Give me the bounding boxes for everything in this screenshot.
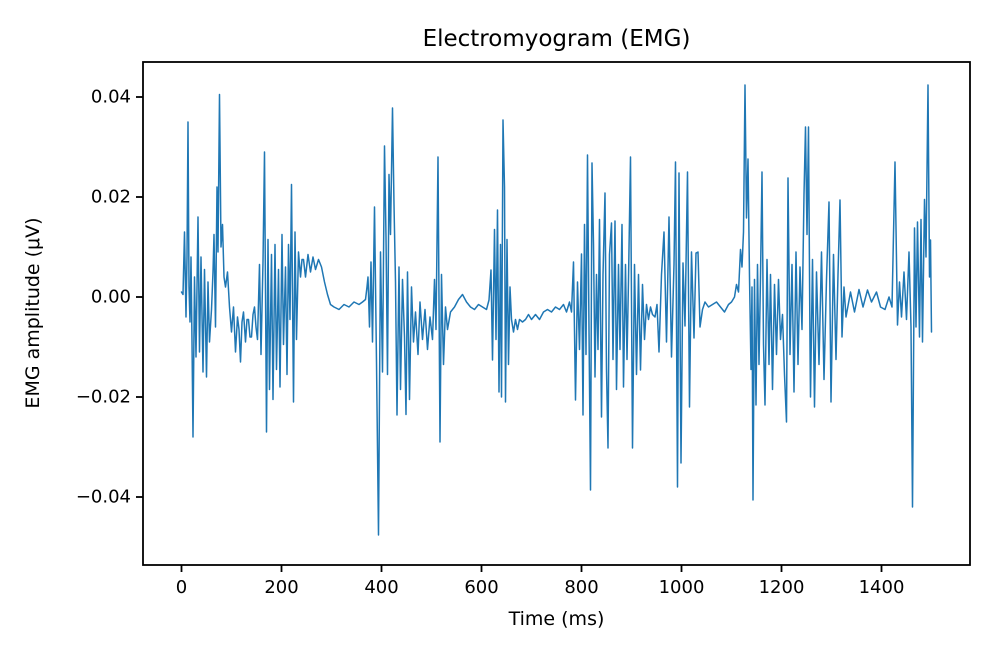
emg-line bbox=[180, 84, 933, 536]
chart-title: Electromyogram (EMG) bbox=[422, 26, 691, 52]
y-tick-label: 0.04 bbox=[90, 86, 131, 108]
x-tick-label: 1400 bbox=[858, 577, 905, 598]
y-tick-label: 0.02 bbox=[90, 186, 131, 208]
tick-marks bbox=[136, 96, 883, 572]
axes-spines bbox=[142, 61, 971, 566]
x-tick-label: 800 bbox=[564, 577, 599, 598]
y-tick-label: −0.02 bbox=[75, 386, 131, 408]
x-axis-label: Time (ms) bbox=[508, 608, 605, 630]
y-tick-label: 0.00 bbox=[90, 286, 131, 308]
x-tick-label: 600 bbox=[464, 577, 499, 598]
x-tick-label: 1000 bbox=[658, 577, 705, 598]
x-tick-label: 200 bbox=[264, 577, 299, 598]
x-tick-label: 1200 bbox=[758, 577, 805, 598]
x-tick-label: 400 bbox=[364, 577, 399, 598]
y-tick-label: −0.04 bbox=[75, 486, 131, 508]
x-tick-label: 0 bbox=[175, 577, 188, 598]
